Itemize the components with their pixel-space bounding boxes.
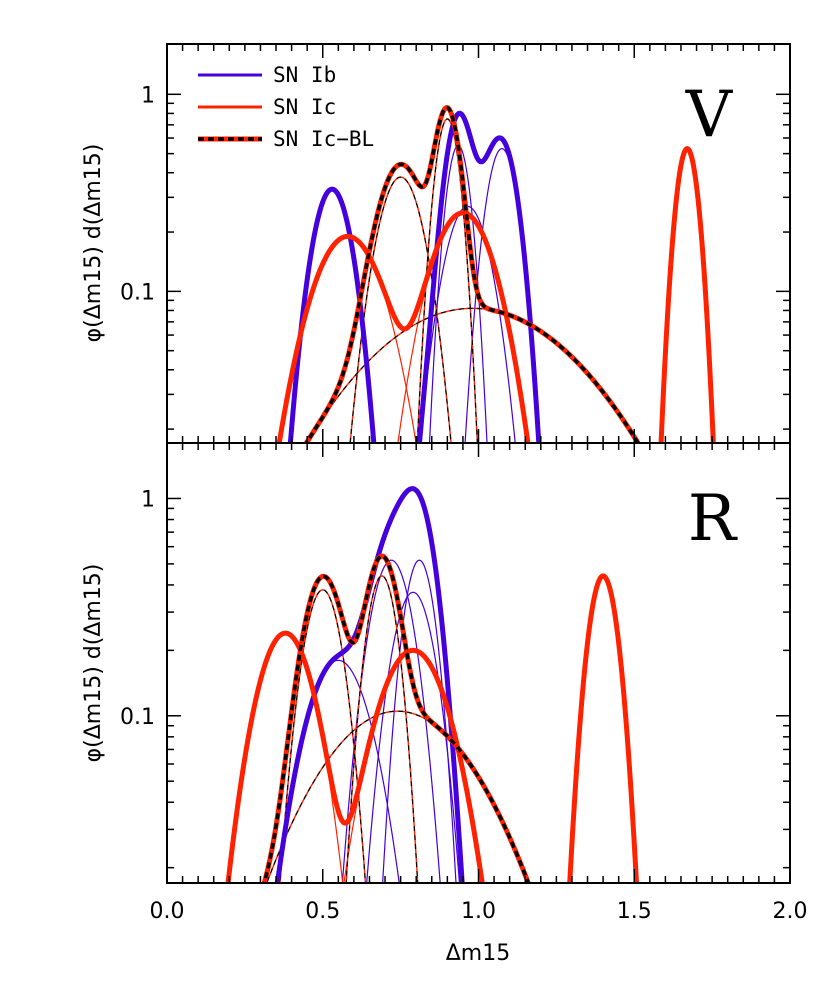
- panel-v-ticks: 0.11: [120, 44, 791, 443]
- ic-total-r: [225, 573, 639, 883]
- panel-r-band: 0.11 R: [120, 442, 791, 884]
- icbl-total-r: [261, 553, 531, 883]
- x-tick-label: 2.0: [773, 899, 808, 924]
- ib-total-r: [274, 486, 465, 883]
- y-axis-title-v: φ(Δm15) d(Δm15): [81, 144, 106, 343]
- band-label-v: V: [685, 78, 734, 152]
- icbl-component-dash-v-3: [305, 307, 639, 443]
- x-axis-title: Δm15: [446, 941, 510, 966]
- x-tick-label: 1.5: [617, 899, 652, 924]
- y-axis-title-r: φ(Δm15) d(Δm15): [81, 564, 106, 763]
- icbl-total-dash-r: [262, 554, 531, 883]
- x-tick-label: 1.0: [461, 899, 496, 924]
- icbl-component-dash-v-2: [416, 118, 478, 443]
- ic-total-v: [276, 146, 716, 443]
- legend-label-ib: SN Ib: [273, 63, 336, 87]
- panel-v-curves: [276, 105, 716, 443]
- legend-label-icbl: SN Ic−BL: [273, 127, 374, 151]
- y-tick-label-v: 0.1: [120, 280, 155, 305]
- ib-component-r-4: [382, 559, 457, 883]
- panel-r-ticks: 0.11: [120, 443, 791, 883]
- y-tick-label-r: 1: [141, 487, 155, 512]
- panel-r-frame: [166, 442, 791, 884]
- x-tick-label: 0.5: [305, 899, 340, 924]
- icbl-component-dash-v-1: [349, 176, 452, 443]
- x-tick-label: 0.0: [150, 899, 185, 924]
- panel-v-band: 0.11 V: [120, 43, 791, 444]
- icbl-component-dash-r-1: [279, 589, 367, 883]
- icbl-component-r-2: [345, 575, 419, 883]
- y-tick-label-r: 0.1: [120, 705, 155, 730]
- legend-label-ic: SN Ic: [273, 95, 336, 119]
- y-tick-label-v: 1: [141, 83, 155, 108]
- x-tick-labels: 0.0 0.5 1.0 1.5 2.0: [150, 899, 808, 924]
- icbl-total-dash-v: [304, 105, 641, 443]
- band-label-r: R: [688, 482, 738, 556]
- panel-r-curves: [225, 486, 639, 883]
- legend: SN Ib SN Ic SN Ic−BL: [198, 63, 374, 151]
- icbl-total-v: [303, 105, 641, 443]
